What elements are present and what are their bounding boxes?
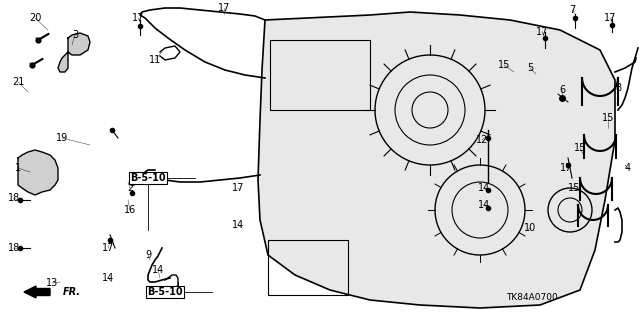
Text: TK84A0700: TK84A0700: [506, 293, 558, 302]
Text: 2: 2: [127, 183, 133, 193]
Text: 17: 17: [102, 243, 114, 253]
Text: 7: 7: [569, 5, 575, 15]
Text: 4: 4: [625, 163, 631, 173]
Text: 16: 16: [124, 205, 136, 215]
Text: 15: 15: [574, 143, 586, 153]
Text: 17: 17: [132, 13, 144, 23]
Text: 3: 3: [72, 30, 78, 40]
Text: 10: 10: [524, 223, 536, 233]
Text: 17: 17: [232, 183, 244, 193]
Bar: [270, 40, 370, 110]
Text: 12: 12: [476, 135, 488, 145]
Text: 15: 15: [498, 60, 510, 70]
Text: 11: 11: [149, 55, 161, 65]
Text: 14: 14: [478, 183, 490, 193]
Polygon shape: [18, 150, 58, 195]
Text: 1: 1: [15, 163, 21, 173]
Text: 19: 19: [56, 133, 68, 143]
Text: 17: 17: [560, 163, 572, 173]
Text: 14: 14: [102, 273, 114, 283]
Text: 15: 15: [568, 183, 580, 193]
Text: 13: 13: [46, 278, 58, 288]
Polygon shape: [58, 33, 90, 72]
PathPatch shape: [258, 12, 615, 308]
Text: 18: 18: [8, 243, 20, 253]
Text: 14: 14: [152, 265, 164, 275]
Text: 15: 15: [602, 113, 614, 123]
Text: B-5-10: B-5-10: [130, 173, 166, 183]
Text: 17: 17: [218, 3, 230, 13]
Bar: [268, 240, 348, 295]
Text: 8: 8: [615, 83, 621, 93]
Text: 9: 9: [145, 250, 151, 260]
Text: B-5-10: B-5-10: [147, 287, 183, 297]
Text: 14: 14: [478, 200, 490, 210]
Text: 17: 17: [604, 13, 616, 23]
Text: 21: 21: [12, 77, 24, 87]
Text: 14: 14: [232, 220, 244, 230]
FancyArrow shape: [24, 286, 50, 298]
Text: 17: 17: [536, 27, 548, 37]
Text: 5: 5: [527, 63, 533, 73]
Text: FR.: FR.: [63, 287, 81, 297]
Text: 20: 20: [29, 13, 41, 23]
Text: 18: 18: [8, 193, 20, 203]
Text: 6: 6: [559, 85, 565, 95]
